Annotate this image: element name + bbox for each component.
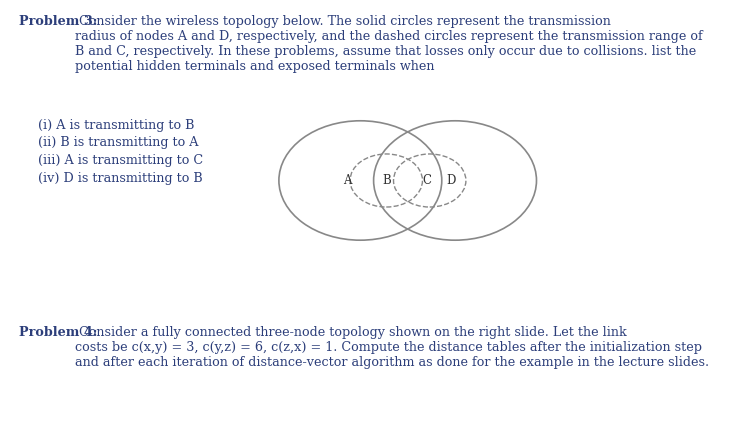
Text: C: C bbox=[423, 174, 432, 187]
Text: Problem 4:: Problem 4: bbox=[19, 327, 98, 340]
Text: D: D bbox=[446, 174, 456, 187]
Text: Consider the wireless topology below. The solid circles represent the transmissi: Consider the wireless topology below. Th… bbox=[75, 15, 703, 73]
Text: B: B bbox=[382, 174, 390, 187]
Text: (i) A is transmitting to B: (i) A is transmitting to B bbox=[38, 118, 194, 132]
Text: Problem 3:: Problem 3: bbox=[19, 15, 98, 28]
Text: A: A bbox=[343, 174, 352, 187]
Text: (iv) D is transmitting to B: (iv) D is transmitting to B bbox=[38, 172, 202, 185]
Text: (iii) A is transmitting to C: (iii) A is transmitting to C bbox=[38, 154, 203, 167]
Text: Consider a fully connected three-node topology shown on the right slide. Let the: Consider a fully connected three-node to… bbox=[75, 327, 709, 369]
Text: (ii) B is transmitting to A: (ii) B is transmitting to A bbox=[38, 136, 198, 149]
